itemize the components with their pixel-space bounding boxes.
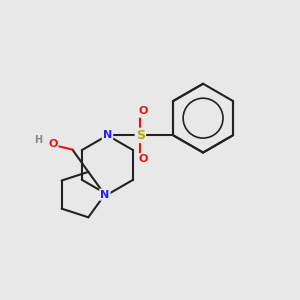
Text: H: H xyxy=(34,135,43,145)
Text: O: O xyxy=(138,154,148,164)
Text: S: S xyxy=(136,129,145,142)
Text: N: N xyxy=(100,190,110,200)
Text: O: O xyxy=(138,106,148,116)
Text: N: N xyxy=(103,130,112,140)
Text: O: O xyxy=(48,139,57,149)
